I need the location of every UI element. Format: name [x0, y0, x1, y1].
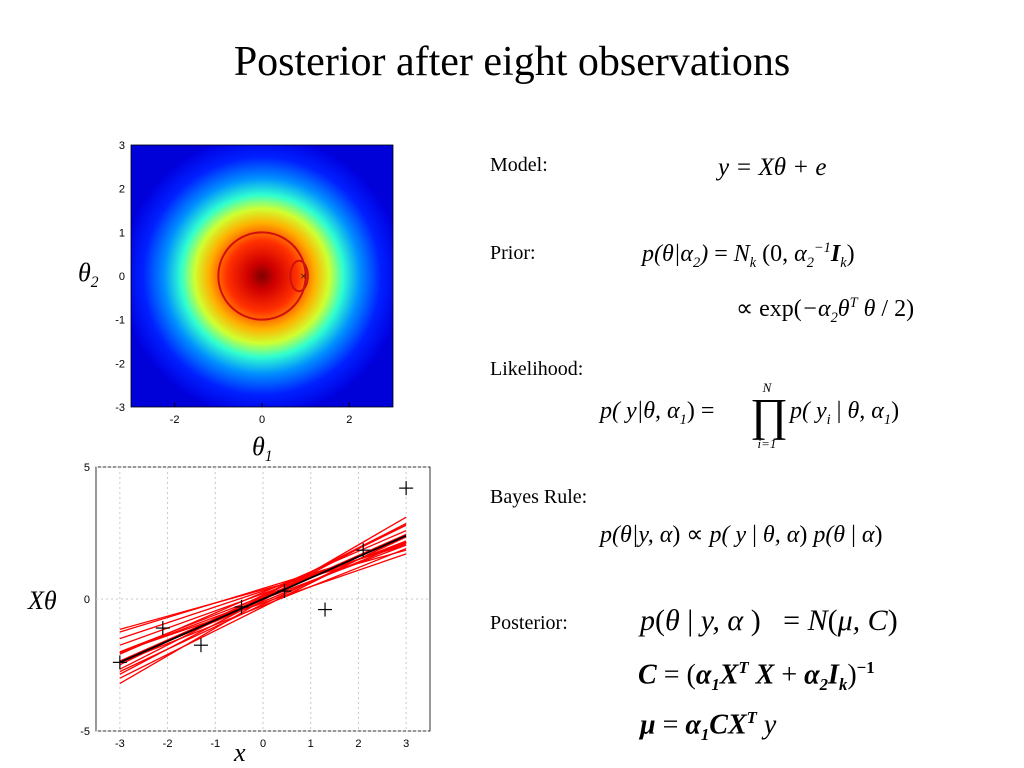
contour-1: [289, 259, 309, 293]
product-index: i=1: [757, 436, 777, 451]
posterior-sample-line-16: [119, 549, 407, 630]
plot-x-tick: 0: [260, 738, 266, 750]
model-label: Model:: [490, 154, 548, 176]
likelihood-label: Likelihood:: [490, 358, 584, 380]
posterior-equation: p(θ | y, α ) = N(μ, C): [640, 604, 898, 637]
prior-equation: p(θ|α2) = Nk (0, α2−1Ik): [642, 240, 855, 271]
likelihood-equation: p( y|θ, α1) =: [600, 398, 715, 428]
contour-0: [217, 231, 307, 321]
bayes-rule-label: Bayes Rule:: [490, 486, 588, 508]
heatmap-y-tick: -3: [115, 402, 125, 414]
likelihood-factor: p( yi | θ, α1): [790, 398, 900, 428]
posterior-sample-line-9: [119, 547, 407, 664]
posterior-label: Posterior:: [490, 612, 568, 634]
mean-equation: μ = α1CXT y: [640, 708, 777, 744]
prior-label: Prior:: [490, 242, 536, 264]
posterior-sample-line-14: [119, 522, 407, 670]
plot-y-tick: -5: [80, 726, 90, 738]
x-axis-label: x: [234, 738, 246, 767]
posterior-sample-line-13: [119, 553, 407, 653]
model-equation: y = Xθ + e: [718, 154, 827, 181]
theta2-axis-label: θ2: [78, 258, 99, 292]
heatmap-y-tick: -1: [115, 315, 125, 327]
covariance-equation: C = (α1XT X + α2Ik)−1: [638, 658, 875, 694]
plot-x-tick: -1: [210, 738, 220, 750]
posterior-heatmap: × -2 0 2 3 2 1 0 -1 -2 -3: [115, 140, 394, 426]
product-symbol: N: [762, 380, 772, 395]
heatmap-y-tick: 0: [119, 271, 125, 283]
plot-x-tick: 3: [403, 738, 409, 750]
plot-x-tick: -2: [163, 738, 173, 750]
posterior-sample-line-12: [119, 530, 407, 655]
heatmap-frame: [130, 144, 394, 408]
plot-x-tick: -3: [115, 738, 125, 750]
plot-x-tick: 1: [308, 738, 314, 750]
posterior-sample-line-15: [119, 516, 407, 685]
heatmap-density: [131, 145, 393, 407]
plot-x-tick: 2: [355, 738, 361, 750]
heatmap-y-tick: 3: [119, 140, 125, 152]
posterior-sample-line-7: [119, 544, 407, 633]
page-title: Posterior after eight observations: [233, 39, 791, 85]
heatmap-x-tick: -2: [170, 414, 180, 426]
product-operator: ∏: [750, 389, 788, 440]
heatmap-y-tick: -2: [115, 358, 125, 370]
posterior-sample-line-8: [119, 533, 407, 662]
plot-y-tick: 5: [84, 462, 90, 474]
heatmap-x-tick: 2: [346, 414, 352, 426]
true-line: [119, 534, 407, 664]
heatmap-y-tick: 2: [119, 184, 125, 196]
prior-proportional: ∝ exp(−α2θT θ / 2): [736, 295, 915, 326]
xtheta-axis-label: Xθ: [28, 586, 57, 615]
heatmap-y-tick: 1: [119, 227, 125, 239]
true-parameter-marker: ×: [300, 269, 307, 283]
heatmap-x-tick: 0: [259, 414, 265, 426]
plot-y-tick: 0: [84, 594, 90, 606]
regression-plot: -3 -2 -1 0 1 2 3 5 0 -5: [80, 462, 431, 750]
bayes-equation: p(θ|y, α) ∝ p( y | θ, α) p(θ | α): [600, 522, 883, 548]
theta1-axis-label: θ1: [252, 432, 273, 466]
